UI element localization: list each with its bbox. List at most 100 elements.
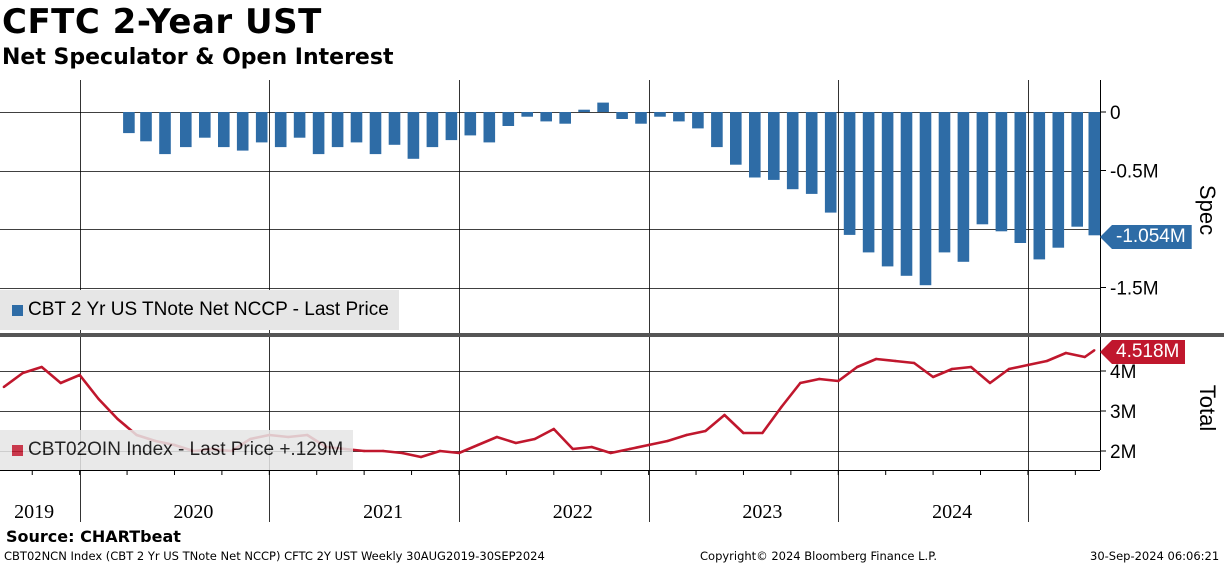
legend-total: CBT02OIN Index - Last Price +.129M (0, 430, 354, 470)
panel-separator (0, 333, 1224, 337)
spec-bar (274, 112, 287, 148)
total-point (590, 445, 593, 449)
spec-bar (255, 112, 268, 143)
spec-bar (938, 112, 951, 253)
total-point (875, 357, 878, 361)
source-note: Source: CHARTbeat (6, 527, 181, 546)
total-tick-label: 2M (1110, 442, 1136, 463)
spec-bar (445, 112, 458, 141)
spec-bar (881, 112, 894, 267)
chart-subtitle: Net Speculator & Open Interest (2, 45, 394, 70)
spec-bar (957, 112, 970, 262)
spec-bar (483, 112, 496, 143)
spec-bar (1014, 112, 1027, 243)
total-point (533, 437, 536, 441)
total-point (1083, 355, 1087, 359)
total-point (1093, 349, 1096, 352)
spec-bar (312, 112, 325, 155)
total-point (799, 381, 802, 385)
spec-bar (159, 112, 171, 155)
total-tick-label: 3M (1110, 402, 1136, 423)
x-tick-label: 2021 (363, 501, 403, 523)
spec-bar (597, 102, 609, 112)
spec-bar (426, 112, 439, 148)
spec-bar (388, 112, 401, 145)
spec-bar (180, 112, 192, 148)
spec-bar (749, 112, 761, 178)
spec-bar (236, 112, 249, 151)
spec-bar (1033, 112, 1046, 260)
spec-bar (768, 112, 780, 180)
legend-spec-swatch (12, 304, 23, 316)
spec-bar (199, 112, 211, 138)
spec-axis-title: Spec (1195, 185, 1220, 235)
total-point (969, 365, 973, 369)
total-point (116, 417, 119, 421)
legend-total-swatch (12, 444, 23, 456)
total-point (931, 375, 935, 379)
total-point (628, 447, 631, 451)
total-point (381, 449, 385, 453)
spec-bar (976, 112, 989, 225)
total-point (2, 385, 5, 389)
total-point (950, 367, 954, 371)
total-point (1026, 363, 1030, 367)
spec-bar (578, 109, 590, 112)
spec-bar (919, 112, 932, 286)
total-point (780, 405, 783, 409)
spec-bar (824, 112, 837, 213)
spec-bar (218, 112, 230, 148)
total-point (704, 429, 707, 433)
legend-total-label: CBT02OIN Index - Last Price +.129M (28, 439, 344, 460)
total-point (685, 433, 688, 437)
total-point (647, 443, 650, 447)
total-point (1064, 351, 1068, 355)
spec-bar (805, 112, 818, 194)
total-point (818, 377, 821, 381)
chart-title: CFTC 2-Year UST (2, 2, 322, 42)
spec-bar (711, 112, 723, 148)
spec-bar (673, 112, 685, 122)
spec-tick-label: -1.5M (1110, 279, 1159, 300)
total-point (419, 455, 423, 459)
spec-tick-label: -0.5M (1110, 162, 1159, 183)
total-point (476, 443, 480, 447)
total-point (552, 427, 555, 431)
spec-last-value-tag: -1.054M (1100, 225, 1192, 249)
total-point (59, 381, 62, 385)
spec-bar (331, 112, 344, 148)
spec-bar (502, 112, 515, 126)
total-point (97, 397, 100, 401)
total-point (609, 451, 612, 455)
total-point (362, 449, 366, 453)
total-point (1007, 367, 1011, 371)
spec-bar (995, 112, 1008, 232)
x-tick-label: 2019 (14, 501, 54, 523)
spec-bar (1088, 112, 1101, 236)
total-point (761, 431, 764, 435)
footer-center: Copyright© 2024 Bloomberg Finance L.P. (700, 549, 937, 563)
spec-bar (140, 112, 152, 142)
total-point (837, 379, 840, 383)
x-tick-label: 2024 (932, 501, 972, 523)
x-tick-label: 2023 (742, 501, 782, 523)
spec-bar (521, 112, 533, 117)
spec-bar (654, 112, 666, 117)
spec-bar (293, 112, 306, 138)
spec-tick-label: 0 (1110, 103, 1121, 124)
spec-bar (1052, 112, 1065, 248)
spec-bar (123, 112, 135, 134)
spec-bar (616, 112, 628, 119)
spec-bar (692, 112, 704, 129)
total-point (21, 371, 24, 375)
legend-spec-label: CBT 2 Yr US TNote Net NCCP - Last Price (28, 299, 389, 320)
footer-left: CBT02NCN Index (CBT 2 Yr US TNote Net NC… (4, 549, 545, 563)
total-point (856, 365, 859, 369)
spec-bar (900, 112, 913, 276)
total-point (912, 361, 916, 365)
total-point (400, 451, 404, 455)
spec-bar (730, 112, 742, 165)
total-point (666, 439, 669, 443)
spec-bar (843, 112, 856, 235)
